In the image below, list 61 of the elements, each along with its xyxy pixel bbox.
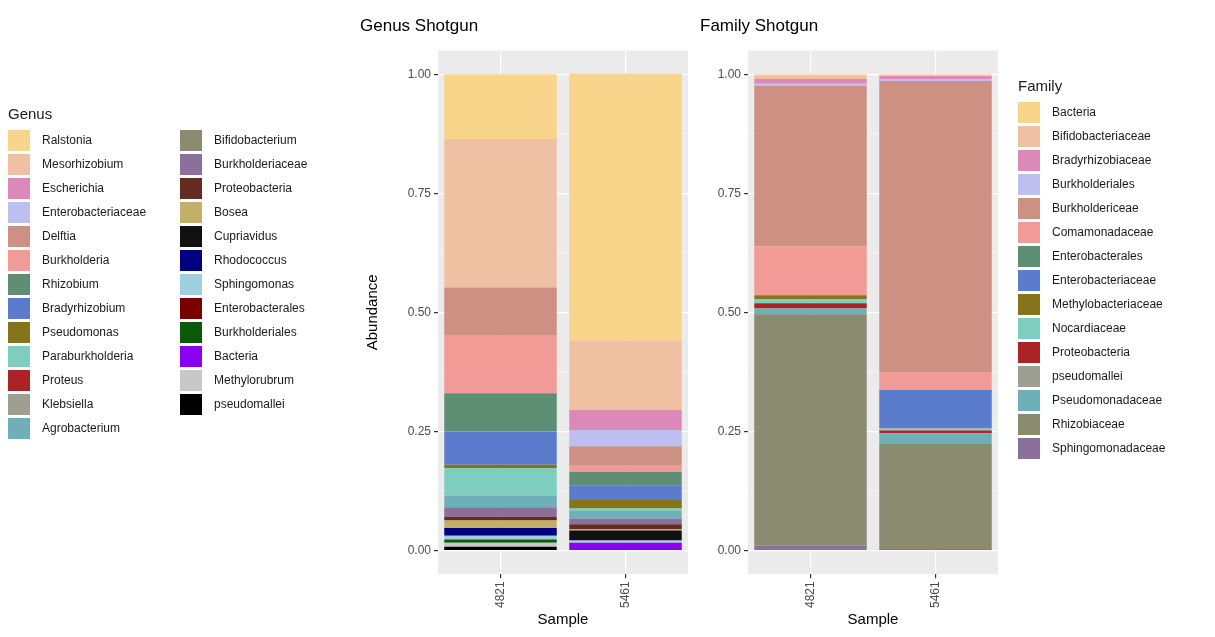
legend-label: Ralstonia [42,133,93,147]
legend-label: Rhizobiaceae [1052,417,1125,431]
x-tick-label: 4821 [802,580,817,609]
legend-label: Bacteria [1052,105,1097,119]
legend-label: Methylorubrum [214,373,295,387]
x-tick-label: 5461 [617,580,632,609]
legend-label: Bradyrhizobium [42,301,126,315]
legend-label: Escherichia [42,181,105,195]
legend-label: pseudomallei [214,397,285,411]
y-tick-label: 0.50 [407,304,432,319]
legend-label: Nocardiaceae [1052,321,1127,335]
legend-label: Burkholderiaceae [214,157,308,171]
legend-label: Burkholderiales [214,325,297,339]
x-tick-label: 4821 [492,580,507,609]
legend-title: Family [1018,77,1064,94]
legend-label: Enterobacterales [214,301,305,315]
legend-label: Burkholderia [42,253,110,267]
y-tick-label: 0.25 [407,423,432,438]
y-tick-label: 0.25 [717,423,742,438]
legend-label: Bacteria [214,349,259,363]
legend-label: Agrobacterium [42,421,121,435]
legend-label: Cupriavidus [214,229,278,243]
legend-label: Bosea [214,205,249,219]
legend-label: Rhizobium [42,277,99,291]
legend-label: Bifidobacterium [214,133,297,147]
legend-label: Methylobacteriaceae [1052,297,1163,311]
legend-label: Pseudomonadaceae [1052,393,1163,407]
legend-label: Proteobacteria [214,181,293,195]
legend-label: Enterobacteriaceae [42,205,147,219]
x-axis-title: Sample [537,610,589,628]
y-tick-label: 1.00 [407,66,432,81]
y-tick-label: 0.00 [717,542,742,557]
legend-label: Mesorhizobium [42,157,124,171]
chart-title: Family Shotgun [700,15,819,35]
y-tick-label: 0.50 [717,304,742,319]
legend-label: Rhodococcus [214,253,287,267]
legend-label: Sphingomonadaceae [1052,441,1166,455]
legend-label: Burkholdericeae [1052,201,1139,215]
legend-label: Pseudomonas [42,325,119,339]
legend-label: Burkholderiales [1052,177,1135,191]
legend-label: Bradyrhizobiaceae [1052,153,1152,167]
legend-label: Delftia [42,229,77,243]
legend-label: Proteobacteria [1052,345,1131,359]
legend-label: Sphingomonas [214,277,295,291]
legend-label: Enterobacterales [1052,249,1143,263]
legend-label: Enterobacteriaceae [1052,273,1157,287]
y-tick-label: 0.75 [407,185,432,200]
y-tick-label: 0.00 [407,542,432,557]
x-tick-label: 5461 [927,580,942,609]
legend-label: Bifidobacteriaceae [1052,129,1151,143]
legend-label: pseudomallei [1052,369,1123,383]
chart-title: Genus Shotgun [360,15,479,35]
legend-label: Proteus [42,373,84,387]
legend-title: Genus [8,105,54,122]
y-tick-label: 1.00 [717,66,742,81]
legend-label: Paraburkholderia [42,349,134,363]
y-tick-label: 0.75 [717,185,742,200]
legend-label: Klebsiella [42,397,94,411]
legend-label: Comamonadaceae [1052,225,1154,239]
y-axis-title: Abundance [363,274,381,351]
x-axis-title: Sample [847,610,899,628]
